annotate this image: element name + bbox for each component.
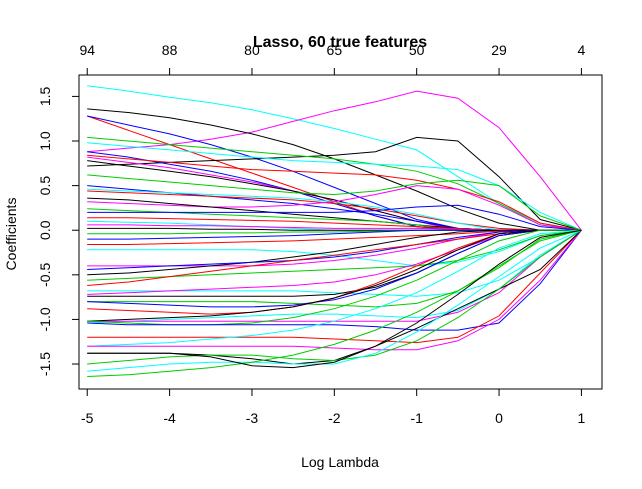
chart-title: Lasso, 60 true features — [253, 34, 427, 51]
x-tick-label-5: -1 — [410, 410, 423, 426]
x-tick-label-7: 1 — [578, 410, 586, 426]
coefficient-path-32 — [87, 229, 582, 270]
top-tick-label-1: 94 — [79, 42, 95, 58]
coefficient-path-50 — [87, 229, 582, 372]
x-tick-label-4: -2 — [328, 410, 341, 426]
coefficient-path-47 — [87, 229, 582, 351]
y-tick-label-5: 0.5 — [37, 176, 53, 196]
y-tick-label-1: -1.5 — [37, 352, 53, 376]
y-tick-label-4: 0.0 — [37, 220, 53, 240]
coefficient-path-7 — [87, 136, 582, 231]
x-tick-label-3: -3 — [246, 410, 259, 426]
y-axis-label: Coefficients — [3, 198, 19, 271]
x-tick-label-6: 0 — [495, 410, 503, 426]
coefficient-path-46 — [87, 229, 582, 347]
top-tick-label-4: 65 — [327, 42, 343, 58]
coefficient-path-27 — [87, 229, 582, 245]
plot-frame — [78, 74, 603, 390]
coefficient-path-38 — [87, 229, 582, 308]
coefficient-path-23 — [87, 224, 582, 231]
y-tick-label-2: -1.0 — [37, 307, 53, 331]
coefficient-path-45 — [87, 229, 582, 344]
coefficient-path-20 — [87, 204, 582, 231]
coefficient-path-30 — [87, 229, 582, 276]
coefficient-path-52 — [87, 229, 582, 369]
y-tick-label-3: -0.5 — [37, 263, 53, 287]
top-tick-label-7: 4 — [578, 42, 586, 58]
x-tick-label-2: -4 — [163, 410, 176, 426]
coefficient-path-51 — [87, 229, 582, 377]
top-tick-label-2: 88 — [162, 42, 178, 58]
coefficient-path-36 — [87, 229, 582, 297]
top-tick-label-3: 80 — [244, 42, 260, 58]
top-tick-label-5: 50 — [409, 42, 425, 58]
coefficient-path-42 — [87, 229, 582, 322]
y-tick-label-7: 1.5 — [37, 86, 53, 106]
coefficient-path-49 — [87, 229, 582, 365]
x-tick-label-1: -5 — [81, 410, 94, 426]
coefficient-path-15 — [87, 190, 582, 231]
y-tick-label-6: 1.0 — [37, 131, 53, 151]
coefficient-path-34 — [87, 229, 582, 297]
top-tick-label-6: 29 — [491, 42, 507, 58]
x-axis-label: Log Lambda — [301, 454, 379, 470]
coefficient-path-10 — [87, 154, 582, 231]
coefficient-path-13 — [87, 174, 582, 231]
coefficient-paths — [87, 85, 582, 377]
coefficient-path-37 — [87, 229, 582, 308]
coefficient-path-44 — [87, 229, 582, 331]
coefficient-path-17 — [87, 185, 582, 231]
